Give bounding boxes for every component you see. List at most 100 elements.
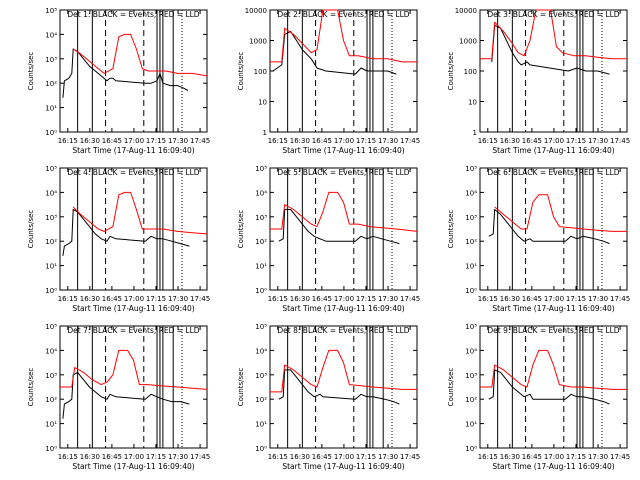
y-axis-label: Counts/sec — [237, 368, 245, 407]
x-tick-label: 16:30 — [290, 295, 310, 303]
x-tick-label: 17:00 — [334, 453, 354, 461]
y-axis-label: Counts/sec — [237, 52, 245, 91]
x-tick-label: 17:30 — [168, 137, 188, 145]
y-tick-label: 10¹ — [45, 263, 57, 271]
x-tick-label: 16:15 — [478, 295, 498, 303]
y-tick-label: 10⁰ — [45, 129, 57, 137]
x-axis-label: Start Time (17-Aug-11 16:09:40) — [492, 304, 614, 313]
x-tick-label: 16:15 — [478, 453, 498, 461]
y-tick-label: 10⁵ — [45, 165, 57, 173]
panel-title: Det 5: BLACK = Events, RED = LLD — [277, 168, 409, 177]
panel-title: Det 2: BLACK = Events, RED = LLD — [277, 10, 409, 19]
x-tick-label: 17:30 — [588, 453, 608, 461]
x-tick-label: 17:30 — [378, 295, 398, 303]
panel-title: Det 1: BLACK = Events, RED = LLD — [67, 10, 199, 19]
x-tick-label: 16:30 — [500, 137, 520, 145]
x-tick-label: 16:30 — [500, 453, 520, 461]
y-axis-label: Counts/sec — [447, 52, 455, 91]
y-tick-label: 10² — [45, 80, 57, 88]
x-tick-label: 17:45 — [190, 137, 210, 145]
y-tick-label: 10⁴ — [45, 189, 57, 197]
y-tick-label: 10⁵ — [45, 7, 57, 15]
panel-title: Det 8: BLACK = Events, RED = LLD — [277, 326, 409, 335]
y-axis-label: Counts/sec — [447, 368, 455, 407]
y-tick-label: 10³ — [465, 214, 477, 222]
x-tick-label: 16:30 — [80, 453, 100, 461]
y-axis-label: Counts/sec — [237, 210, 245, 249]
panel-det-3: 1 10 100 1000 10000 16:15 16:30 16:45 17:00 17:15… — [447, 7, 630, 155]
x-tick-label: 16:30 — [80, 137, 100, 145]
x-tick-label: 16:45 — [102, 137, 122, 145]
y-tick-label: 1 — [473, 129, 477, 137]
y-tick-label: 10³ — [45, 214, 57, 222]
x-tick-label: 17:00 — [334, 137, 354, 145]
y-tick-label: 10³ — [45, 56, 57, 64]
y-tick-label: 10³ — [45, 372, 57, 380]
y-tick-label: 10000 — [245, 7, 267, 15]
series-lld-red — [270, 191, 418, 232]
y-tick-label: 10⁴ — [465, 347, 477, 355]
y-tick-label: 10⁰ — [465, 445, 477, 453]
y-tick-label: 10² — [255, 396, 267, 404]
panel-title: Det 9: BLACK = Events, RED = LLD — [487, 326, 619, 335]
panel-title: Det 6: BLACK = Events, RED = LLD — [487, 168, 619, 177]
y-axis-label: Counts/sec — [27, 210, 35, 249]
x-tick-label: 16:15 — [268, 453, 288, 461]
y-tick-label: 1 — [263, 129, 267, 137]
x-tick-label: 17:30 — [168, 295, 188, 303]
x-axis-label: Start Time (17-Aug-11 16:09:40) — [282, 462, 404, 471]
y-tick-label: 10¹ — [255, 263, 267, 271]
series-events-black — [62, 371, 190, 419]
y-tick-label: 10¹ — [45, 105, 57, 113]
panel-title: Det 4: BLACK = Events, RED = LLD — [67, 168, 199, 177]
y-tick-label: 10¹ — [45, 421, 57, 429]
y-tick-label: 10⁴ — [465, 189, 477, 197]
x-tick-label: 17:15 — [146, 453, 166, 461]
x-tick-label: 16:15 — [58, 137, 78, 145]
y-tick-label: 10⁴ — [255, 189, 267, 197]
x-tick-label: 17:15 — [566, 453, 586, 461]
x-tick-label: 17:15 — [356, 137, 376, 145]
x-tick-label: 17:15 — [146, 137, 166, 145]
y-tick-label: 10² — [465, 396, 477, 404]
series-lld-red — [480, 349, 627, 390]
x-tick-label: 17:15 — [356, 295, 376, 303]
x-axis-label: Start Time (17-Aug-11 16:09:40) — [492, 146, 614, 155]
series-lld-red — [494, 194, 627, 232]
y-axis-label: Counts/sec — [27, 368, 35, 407]
panel-title: Det 7: BLACK = Events, RED = LLD — [67, 326, 199, 335]
x-tick-label: 17:00 — [124, 295, 144, 303]
x-tick-label: 16:30 — [80, 295, 100, 303]
panel-det-2: 1 10 100 1000 10000 16:15 16:30 16:45 17:00 17:15… — [237, 7, 420, 155]
x-tick-label: 17:45 — [610, 137, 630, 145]
x-tick-label: 16:30 — [290, 453, 310, 461]
series-lld-red — [270, 349, 417, 393]
x-tick-label: 17:45 — [400, 137, 420, 145]
y-tick-label: 10⁵ — [255, 323, 267, 331]
series-events-black — [62, 48, 189, 98]
y-tick-label: 10⁴ — [45, 31, 57, 39]
y-tick-label: 10⁴ — [45, 347, 57, 355]
x-axis-label: Start Time (17-Aug-11 16:09:40) — [492, 462, 614, 471]
x-axis-label: Start Time (17-Aug-11 16:09:40) — [282, 304, 404, 313]
y-tick-label: 10² — [255, 238, 267, 246]
x-tick-label: 17:45 — [190, 453, 210, 461]
x-tick-label: 17:45 — [610, 295, 630, 303]
y-tick-label: 10² — [45, 238, 57, 246]
x-tick-label: 16:45 — [102, 453, 122, 461]
y-tick-label: 10³ — [255, 214, 267, 222]
x-tick-label: 17:30 — [378, 137, 398, 145]
x-tick-label: 16:45 — [312, 295, 332, 303]
x-tick-label: 16:45 — [102, 295, 122, 303]
series-lld-red — [480, 9, 627, 60]
x-tick-label: 17:00 — [544, 453, 564, 461]
x-tick-label: 17:30 — [588, 295, 608, 303]
x-axis-label: Start Time (17-Aug-11 16:09:40) — [72, 146, 194, 155]
x-tick-label: 16:45 — [312, 453, 332, 461]
series-lld-red — [72, 33, 208, 77]
